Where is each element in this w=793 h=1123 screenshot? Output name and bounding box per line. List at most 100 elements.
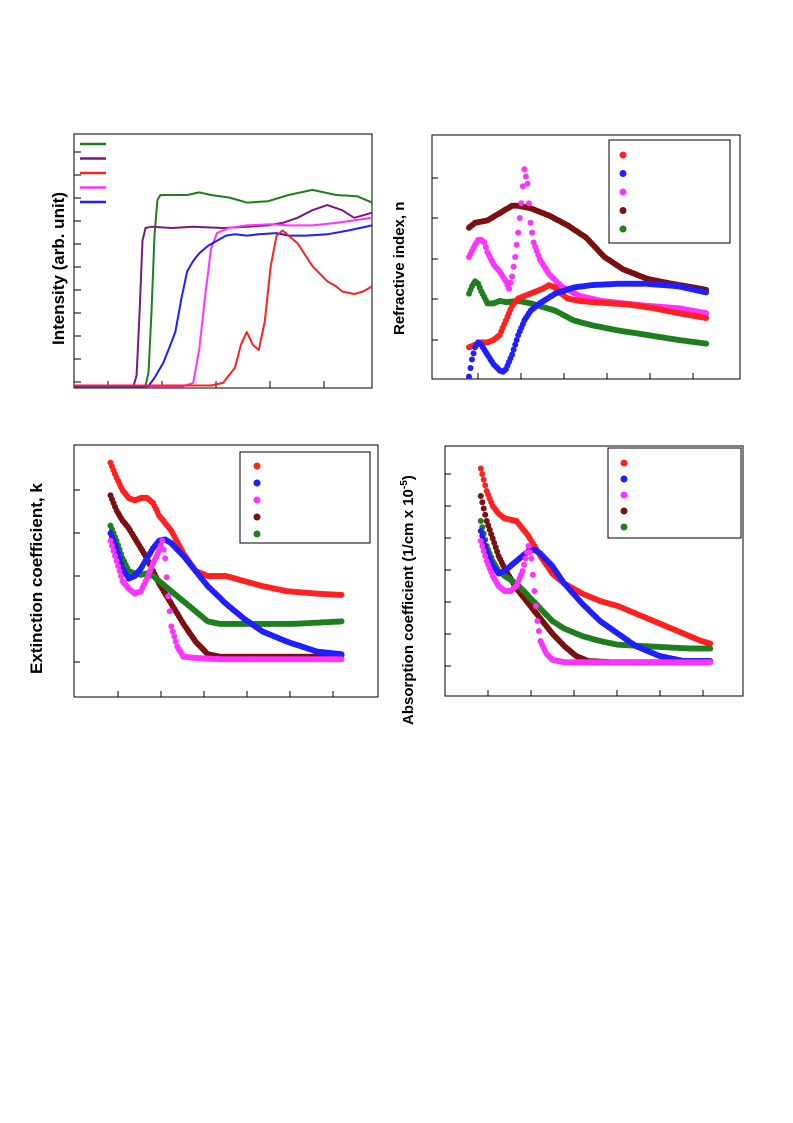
data-point xyxy=(479,533,486,539)
plot-frame xyxy=(73,444,379,698)
data-point xyxy=(477,538,484,544)
data-point xyxy=(110,547,117,554)
data-point xyxy=(480,548,487,554)
data-point xyxy=(519,568,526,574)
data-point xyxy=(479,499,486,506)
series-group xyxy=(107,459,345,663)
data-point xyxy=(109,542,115,549)
data-point xyxy=(172,638,179,645)
data-point xyxy=(509,273,516,280)
legend-marker-red xyxy=(620,459,628,467)
data-point xyxy=(477,528,484,534)
data-point xyxy=(516,215,523,221)
series-points-red xyxy=(466,282,710,351)
series-points-blue xyxy=(477,528,714,664)
data-point xyxy=(510,263,517,270)
data-point xyxy=(477,518,484,524)
data-point xyxy=(338,651,345,658)
legend-marker-blue xyxy=(620,475,628,483)
data-point xyxy=(162,555,169,562)
series-group xyxy=(477,465,714,666)
legend-marker-magenta xyxy=(619,188,627,196)
data-point xyxy=(522,173,529,180)
series-line-red xyxy=(74,229,373,387)
data-point xyxy=(163,574,170,581)
data-point xyxy=(521,166,528,173)
data-point xyxy=(113,557,120,564)
data-point xyxy=(506,285,512,292)
data-point xyxy=(171,633,178,640)
data-point xyxy=(338,618,345,625)
x-ticks xyxy=(487,690,704,696)
y-ticks xyxy=(432,177,438,341)
data-point xyxy=(534,618,541,624)
y-axis-label: Intensity (arb. unit) xyxy=(49,192,68,345)
panel-refractive-index: Refractive index, n xyxy=(391,134,741,380)
data-point xyxy=(509,351,516,358)
panel-extinction-coefficient: Extinction coefficient, k xyxy=(27,444,379,698)
data-point xyxy=(156,547,163,554)
data-point xyxy=(707,659,714,666)
legend-marker-brown xyxy=(619,207,627,214)
y-ticks xyxy=(74,489,80,663)
y-axis-label-main: Absorption coefficient (1/cm x 10 xyxy=(400,489,417,725)
panel-intensity: Intensity (arb. unit) xyxy=(49,133,373,389)
legend-marker-blue xyxy=(253,479,261,487)
data-point xyxy=(515,229,522,236)
data-point xyxy=(535,628,542,634)
data-point xyxy=(338,656,345,663)
plot-frame xyxy=(444,445,744,697)
data-point xyxy=(467,365,474,371)
data-point xyxy=(529,571,536,578)
data-point xyxy=(159,537,166,544)
y-ticks xyxy=(445,473,451,667)
data-point xyxy=(116,568,123,574)
series-points-blue xyxy=(107,530,345,658)
legend xyxy=(619,151,627,233)
data-point xyxy=(512,341,519,348)
data-point xyxy=(521,561,527,568)
data-point xyxy=(528,555,535,562)
legend-marker-brown xyxy=(620,507,628,515)
data-point xyxy=(466,373,472,380)
legend-marker-green xyxy=(253,530,261,538)
legend-box xyxy=(608,139,731,244)
panel-absorption-coefficient: Absorption coefficient (1/cm x 10-5) xyxy=(399,445,744,725)
data-point xyxy=(707,640,714,647)
data-point xyxy=(166,608,173,615)
y-axis-label: Absorption coefficient (1/cm x 10-5) xyxy=(399,475,417,725)
legend xyxy=(620,459,628,531)
series-group xyxy=(466,166,710,380)
data-point xyxy=(118,573,125,579)
data-point xyxy=(524,180,531,187)
data-point xyxy=(703,340,710,347)
data-point xyxy=(512,254,519,260)
data-point xyxy=(115,563,122,569)
data-point xyxy=(703,315,710,321)
series-line-blue xyxy=(74,224,373,388)
y-ticks xyxy=(74,151,81,383)
y-axis-label-superscript: -5 xyxy=(399,480,410,489)
data-point xyxy=(482,553,489,559)
data-point xyxy=(526,549,533,556)
legend-marker-magenta xyxy=(620,491,628,499)
data-point xyxy=(532,603,539,609)
data-point xyxy=(165,593,172,600)
data-point xyxy=(482,244,489,251)
legend-marker-green xyxy=(620,523,628,531)
data-point xyxy=(469,356,475,363)
data-point xyxy=(519,183,526,190)
data-point xyxy=(707,645,714,652)
data-point xyxy=(513,241,520,248)
data-point xyxy=(518,200,525,207)
data-point xyxy=(527,219,534,226)
data-point xyxy=(477,493,484,499)
data-point xyxy=(107,537,114,544)
x-ticks xyxy=(477,373,694,379)
data-point xyxy=(480,505,487,512)
series-line-magenta xyxy=(74,216,373,388)
legend-marker-red xyxy=(253,462,261,470)
series-points-magenta xyxy=(107,537,345,663)
series-points-red xyxy=(477,465,714,647)
